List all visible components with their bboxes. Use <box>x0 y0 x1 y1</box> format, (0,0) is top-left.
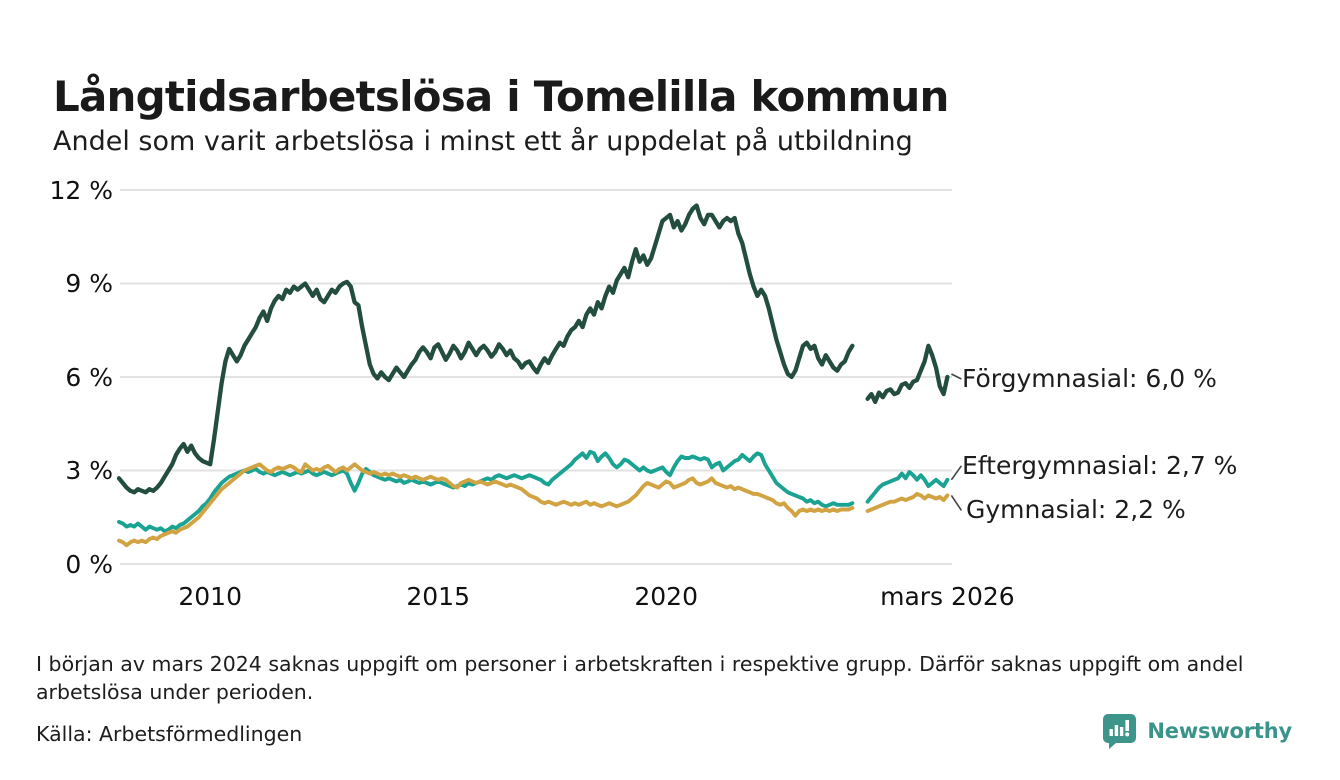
series-line-eftergymnasial <box>117 449 855 534</box>
newsworthy-logo-icon <box>1103 714 1137 749</box>
x-axis-tick-label: 2015 <box>406 582 470 611</box>
chart-footnote: I början av mars 2024 saknas uppgift om … <box>36 652 1244 705</box>
series-end-label-forgymnasial: Förgymnasial: 6,0 % <box>962 363 1217 393</box>
series-line-gymnasial <box>117 462 855 548</box>
label-connector-line <box>950 494 963 511</box>
series-end-label-eftergymnasial: Eftergymnasial: 2,7 % <box>962 450 1238 480</box>
chart-title: Långtidsarbetslösa i Tomelilla kommun <box>53 72 949 122</box>
series-line-forgymnasial <box>116 203 855 495</box>
y-axis-tick-label: 0 % <box>65 550 113 579</box>
label-connector-line <box>950 465 963 481</box>
y-axis-tick-label: 9 % <box>65 269 113 299</box>
chart-source: Källa: Arbetsförmedlingen <box>36 722 303 746</box>
newsworthy-logo-text: Newsworthy <box>1147 718 1292 743</box>
y-axis-tick-label: 6 % <box>65 362 113 392</box>
series-line-eftergymnasial <box>865 470 950 504</box>
y-axis-tick-label: 12 % <box>49 175 113 205</box>
series-end-label-gymnasial: Gymnasial: 2,2 % <box>966 495 1186 525</box>
x-axis-tick-label: 2010 <box>178 582 242 611</box>
series-line-forgymnasial <box>865 343 950 405</box>
x-axis-tick-label: mars 2026 <box>880 582 1015 611</box>
newsworthy-brand: Newsworthy <box>1101 712 1292 749</box>
y-axis-tick-label: 3 % <box>65 456 113 486</box>
x-axis-tick-label: 2020 <box>634 582 698 611</box>
chart-subtitle: Andel som varit arbetslösa i minst ett å… <box>53 126 913 157</box>
label-connector-line <box>951 373 962 380</box>
series-line-gymnasial <box>865 491 950 513</box>
